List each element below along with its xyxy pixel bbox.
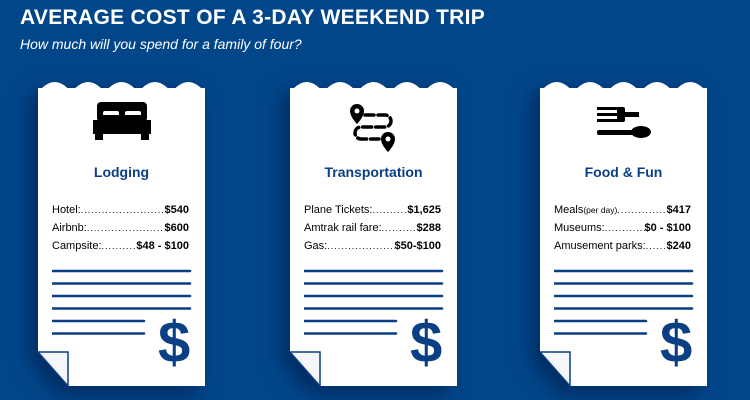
leader-dots [102, 241, 137, 251]
infographic-title: AVERAGE COST OF A 3-DAY WEEKEND TRIP [20, 6, 486, 29]
cost-row: Campsite: $48 - $100 [52, 240, 189, 258]
cost-label: Campsite: [52, 240, 102, 252]
category-title: Food & Fun [584, 164, 663, 180]
cost-label: Amusement parks: [554, 240, 646, 252]
cost-value: $50-$100 [394, 240, 442, 252]
leader-dots [617, 205, 666, 215]
cost-value: $1,625 [407, 204, 441, 216]
category-title: Transportation [324, 164, 423, 180]
receipt-card: Food & Fun Meals (per day) $417 Museums:… [540, 80, 707, 386]
cost-row: Museums: $0 - $100 [554, 222, 691, 240]
receipt-card: Transportation Plane Tickets: $1,625 Amt… [290, 80, 457, 386]
cost-label: Plane Tickets: [304, 204, 373, 216]
dollar-sign-icon: $ [158, 310, 191, 375]
cost-list: Hotel: $540 Airbnb: $600 Campsite: $48 -… [52, 204, 189, 258]
infographic-subtitle: How much will you spend for a family of … [20, 36, 302, 52]
leader-dots [372, 205, 407, 215]
cost-row: Amusement parks: $240 [554, 240, 691, 258]
receipt-lines [302, 269, 444, 354]
leader-dots [87, 223, 165, 233]
dollar-sign-icon: $ [410, 310, 443, 375]
cost-label: Museums: [554, 222, 605, 234]
cost-row: Amtrak rail fare: $288 [304, 222, 441, 240]
receipt-lines [50, 269, 192, 354]
cost-row: Hotel: $540 [52, 204, 189, 222]
cost-row: Plane Tickets: $1,625 [304, 204, 441, 222]
bed-icon [92, 102, 151, 147]
cost-label: Gas: [304, 240, 328, 252]
dollar-sign-icon: $ [660, 310, 693, 375]
cost-label: Airbnb: [52, 222, 87, 234]
leader-dots [81, 205, 165, 215]
route-map-pin-icon [347, 102, 401, 161]
cost-label: Amtrak rail fare: [304, 222, 382, 234]
cost-value: $288 [416, 222, 441, 234]
cost-label: Hotel: [52, 204, 81, 216]
cost-list: Meals (per day) $417 Museums: $0 - $100 … [554, 204, 691, 258]
cost-list: Plane Tickets: $1,625 Amtrak rail fare: … [304, 204, 441, 258]
cost-label: Meals [554, 204, 584, 216]
fork-spoon-icon [595, 102, 653, 147]
cost-value: $48 - $100 [136, 240, 189, 252]
cost-value: $540 [164, 204, 189, 216]
leader-dots [605, 223, 645, 233]
leader-dots [646, 241, 667, 251]
cost-row: Airbnb: $600 [52, 222, 189, 240]
cost-row: Meals (per day) $417 [554, 204, 691, 222]
leader-dots [382, 223, 417, 233]
cost-value: $417 [666, 204, 691, 216]
receipt-lines [552, 269, 694, 354]
cost-value: $600 [164, 222, 189, 234]
cost-value: $0 - $100 [644, 222, 691, 234]
receipt-card: Lodging Hotel: $540 Airbnb: $600 Campsit… [38, 80, 205, 386]
leader-dots [327, 241, 394, 251]
category-title: Lodging [93, 164, 150, 180]
cost-value: $240 [666, 240, 691, 252]
cost-row: Gas: $50-$100 [304, 240, 441, 258]
cost-note: (per day) [583, 205, 618, 215]
